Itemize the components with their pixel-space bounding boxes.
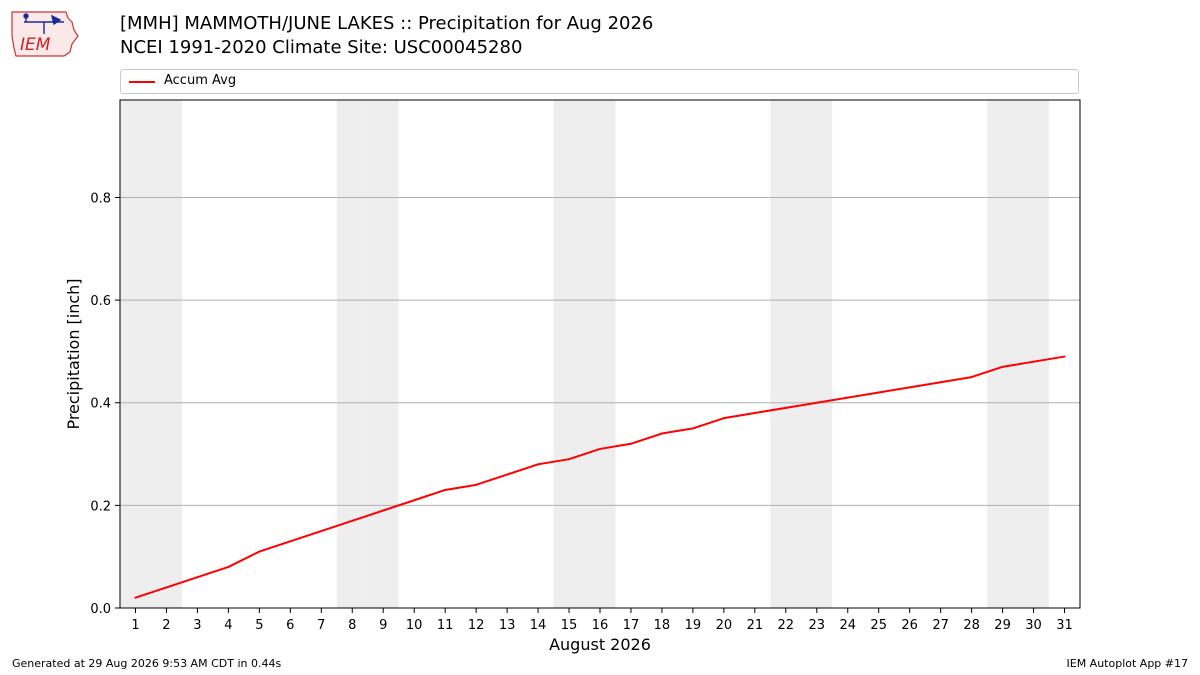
data-point-day-12	[475, 483, 478, 486]
xtick-label: 26	[901, 618, 918, 633]
data-point-day-10	[413, 499, 416, 502]
weather-station-icon	[23, 13, 64, 34]
xtick-label: 15	[561, 618, 578, 633]
xtick-label: 9	[379, 618, 387, 633]
data-point-day-8	[351, 519, 354, 522]
data-point-day-5	[258, 550, 261, 553]
footer-app: IEM Autoplot App #17	[1066, 657, 1189, 670]
iem-logo-text: IEM	[20, 35, 51, 55]
weekend-shade-day-15	[553, 100, 585, 608]
weekend-shade-day-23	[801, 100, 833, 608]
data-point-day-24	[846, 396, 849, 399]
y-axis-label: Precipitation [inch]	[64, 278, 83, 429]
xtick-label: 29	[994, 618, 1011, 633]
data-point-day-22	[784, 406, 787, 409]
data-point-day-27	[939, 381, 942, 384]
data-point-day-31	[1063, 355, 1066, 358]
chart-subtitle: NCEI 1991-2020 Climate Site: USC00045280	[120, 37, 523, 58]
weekend-shade-day-1	[120, 100, 151, 608]
data-point-day-2	[165, 586, 168, 589]
iem-logo: IEM	[11, 11, 79, 57]
ytick-label: 0.0	[90, 602, 111, 617]
weekend-shade-day-2	[150, 100, 182, 608]
weekend-shade-day-29	[987, 100, 1019, 608]
legend-swatch-accum-avg	[129, 81, 155, 83]
data-point-day-25	[877, 391, 880, 394]
legend-label-accum-avg: Accum Avg	[164, 73, 237, 88]
xtick-label: 16	[592, 618, 609, 633]
data-point-day-1	[134, 596, 137, 599]
xtick-label: 7	[317, 618, 325, 633]
iowa-outline-icon	[11, 11, 79, 57]
xtick-label: 21	[747, 618, 764, 633]
xtick-label: 18	[654, 618, 671, 633]
data-point-day-21	[753, 412, 756, 415]
data-point-day-18	[660, 432, 663, 435]
ytick-label: 0.6	[90, 294, 111, 309]
xtick-label: 17	[623, 618, 640, 633]
weekend-shade-day-9	[367, 100, 399, 608]
xtick-label: 13	[499, 618, 516, 633]
data-point-day-20	[722, 417, 725, 420]
weekend-shade-day-8	[336, 100, 368, 608]
xtick-label: 19	[685, 618, 702, 633]
xtick-label: 24	[839, 618, 856, 633]
data-point-day-28	[970, 376, 973, 379]
data-point-day-3	[196, 576, 199, 579]
data-point-day-17	[629, 442, 632, 445]
xtick-label: 12	[468, 618, 485, 633]
data-point-day-30	[1032, 360, 1035, 363]
xtick-label: 25	[870, 618, 887, 633]
ytick-label: 0.8	[90, 191, 111, 206]
xtick-label: 20	[716, 618, 733, 633]
xtick-label: 30	[1025, 618, 1042, 633]
weekend-shade-day-22	[770, 100, 802, 608]
xtick-label: 28	[963, 618, 980, 633]
data-point-day-26	[908, 386, 911, 389]
xtick-label: 22	[778, 618, 795, 633]
xtick-label: 31	[1056, 618, 1073, 633]
xtick-label: 5	[255, 618, 263, 633]
legend: Accum Avg	[120, 69, 1079, 94]
x-axis-label: August 2026	[549, 635, 651, 654]
data-point-day-9	[382, 509, 385, 512]
weekend-shade-day-16	[584, 100, 616, 608]
chart-title: [MMH] MAMMOTH/JUNE LAKES :: Precipitatio…	[120, 13, 654, 34]
xtick-label: 27	[932, 618, 949, 633]
data-point-day-19	[691, 427, 694, 430]
data-point-day-11	[444, 488, 447, 491]
xtick-label: 8	[348, 618, 356, 633]
data-point-day-15	[568, 458, 571, 461]
data-point-day-23	[815, 401, 818, 404]
data-point-day-14	[537, 463, 540, 466]
xtick-label: 11	[437, 618, 454, 633]
xtick-label: 1	[131, 618, 139, 633]
xtick-label: 3	[193, 618, 201, 633]
xtick-label: 10	[406, 618, 423, 633]
xtick-label: 6	[286, 618, 294, 633]
xtick-label: 14	[530, 618, 547, 633]
weekend-shade-day-30	[1018, 100, 1050, 608]
data-point-day-6	[289, 540, 292, 543]
data-point-day-13	[506, 473, 509, 476]
data-point-day-7	[320, 530, 323, 533]
xtick-label: 2	[162, 618, 170, 633]
xtick-label: 4	[224, 618, 232, 633]
footer-generated: Generated at 29 Aug 2026 9:53 AM CDT in …	[12, 657, 282, 670]
ytick-label: 0.4	[90, 397, 111, 412]
data-point-day-29	[1001, 365, 1004, 368]
data-point-day-16	[599, 447, 601, 450]
ytick-label: 0.2	[90, 499, 111, 514]
data-point-day-4	[227, 565, 230, 568]
xtick-label: 23	[809, 618, 826, 633]
